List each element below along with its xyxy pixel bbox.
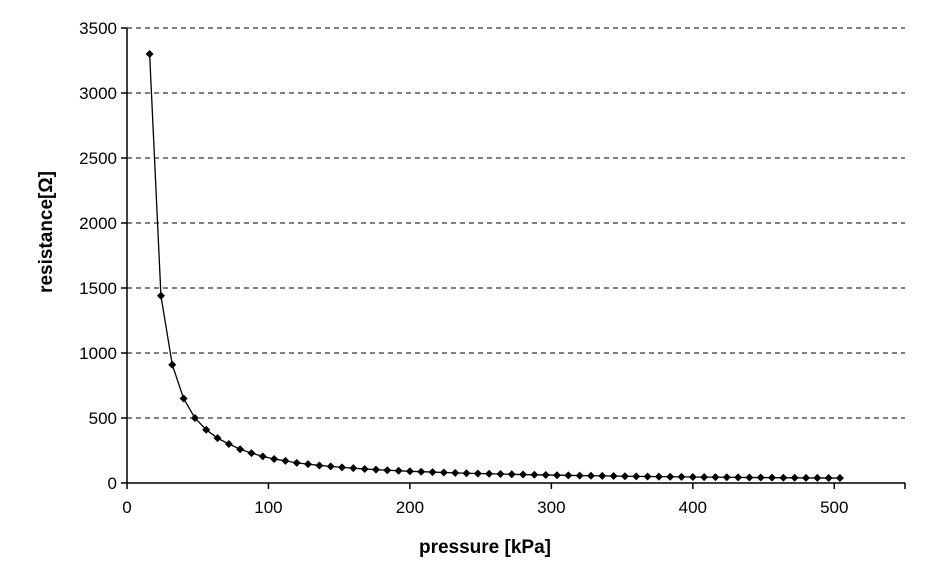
y-tick-label: 2500 (79, 149, 117, 168)
y-tick-label: 500 (89, 409, 117, 428)
data-point (564, 471, 573, 480)
data-point (179, 394, 188, 403)
data-point (519, 470, 528, 479)
y-tick-label: 0 (108, 474, 117, 493)
data-point (462, 469, 471, 478)
data-point (326, 462, 335, 471)
y-axis-title: resistance[Ω] (36, 171, 57, 293)
data-point (383, 466, 392, 475)
data-point (541, 470, 550, 479)
data-point (677, 472, 686, 481)
data-point (485, 469, 494, 478)
data-point (439, 468, 448, 477)
series-line-0 (148, 53, 840, 479)
data-point (394, 466, 403, 475)
data-point (790, 473, 799, 482)
x-tick-label: 400 (679, 498, 707, 517)
data-point (598, 471, 607, 480)
y-tick-label: 3500 (79, 19, 117, 38)
data-point (632, 472, 641, 481)
data-point (190, 414, 199, 422)
x-tick-label: 0 (122, 498, 131, 517)
data-point (315, 461, 324, 470)
data-point (824, 474, 833, 483)
data-point (236, 445, 245, 454)
data-point (473, 469, 482, 478)
x-tick-label: 200 (396, 498, 424, 517)
x-tick-label: 300 (537, 498, 565, 517)
data-point (609, 471, 618, 480)
data-point (586, 471, 595, 480)
x-tick-labels: 0 100 200 300 400 500 (122, 498, 848, 517)
data-point (643, 472, 652, 481)
data-point (247, 449, 256, 458)
data-point (768, 473, 777, 482)
data-point (258, 452, 267, 461)
data-point (202, 425, 211, 434)
data-point (156, 291, 165, 300)
data-point (371, 465, 380, 474)
data-point (666, 472, 675, 481)
data-point (620, 472, 629, 481)
data-point (553, 471, 562, 480)
data-point (417, 467, 426, 476)
y-tick-label: 2000 (79, 214, 117, 233)
data-point (338, 463, 347, 472)
gridlines (127, 27, 905, 419)
data-point (835, 474, 844, 483)
data-point (507, 470, 516, 479)
data-point (575, 471, 584, 480)
data-point (168, 360, 177, 369)
data-point (145, 50, 154, 58)
x-tick-label: 500 (820, 498, 848, 517)
data-point (688, 473, 697, 482)
data-point (813, 473, 822, 482)
data-point (801, 473, 810, 482)
y-tick-labels: 0 500 1000 1500 2000 2500 3000 3500 (79, 19, 117, 493)
data-point (349, 464, 358, 473)
data-point (745, 473, 754, 482)
data-point (700, 473, 709, 482)
y-tick-label: 3000 (79, 84, 117, 103)
x-tick-label: 100 (254, 498, 282, 517)
data-point (304, 460, 313, 469)
data-point (530, 470, 539, 479)
data-point (496, 470, 505, 479)
series-group (145, 50, 844, 483)
data-point (756, 473, 765, 482)
data-point (451, 468, 460, 477)
data-point (711, 473, 720, 482)
data-point (292, 458, 301, 467)
data-point (224, 440, 233, 448)
data-point (213, 434, 222, 443)
data-point (779, 473, 788, 482)
data-point (360, 464, 369, 473)
data-point (281, 456, 290, 465)
data-point (654, 472, 663, 481)
x-axis-title: pressure [kPa] (419, 537, 551, 558)
data-point (270, 454, 279, 463)
data-point (722, 473, 731, 482)
data-point (405, 467, 414, 476)
data-point (428, 468, 437, 477)
y-tick-label: 1500 (79, 279, 117, 298)
axes (121, 27, 906, 489)
y-tick-label: 1000 (79, 344, 117, 363)
data-point (734, 473, 743, 482)
